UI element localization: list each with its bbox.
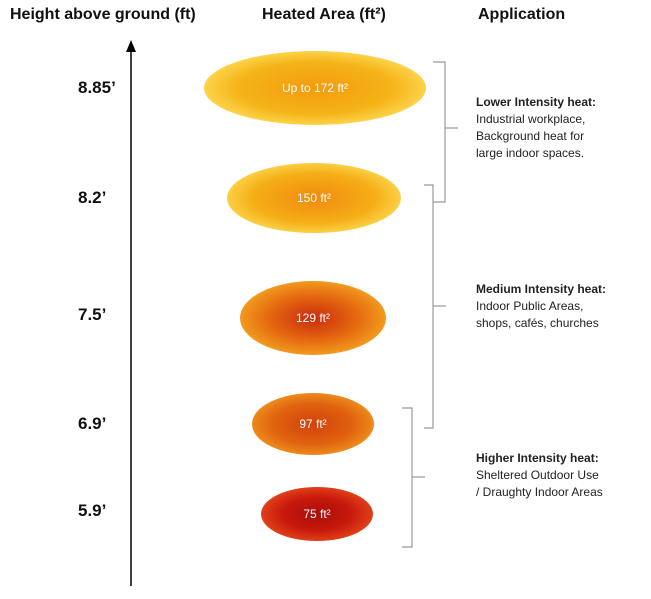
application-medium-line-1: Indoor Public Areas,: [476, 299, 584, 313]
height-axis-header: Height above ground (ft): [10, 6, 196, 23]
area-label-4: 97 ft²: [299, 417, 327, 431]
heated-area-header: Heated Area (ft²): [262, 6, 386, 23]
height-label-2: 8.2’: [78, 188, 107, 207]
application-higher-title: Higher Intensity heat:: [476, 451, 599, 465]
height-label-3: 7.5’: [78, 305, 107, 324]
heat-ellipse-3: [240, 281, 386, 355]
heat-ellipse-2: [227, 163, 401, 233]
application-lower-title: Lower Intensity heat:: [476, 95, 597, 109]
area-label-2: 150 ft²: [296, 191, 332, 205]
area-label-3: 129 ft²: [295, 311, 331, 325]
area-label-box-3: 129 ft²: [240, 281, 386, 355]
area-label-1: Up to 172 ft²: [281, 81, 349, 95]
height-label-1: 8.85’: [78, 78, 116, 97]
application-medium: Medium Intensity heat: Indoor Public Are…: [476, 281, 606, 332]
bracket-higher: [402, 407, 413, 548]
area-label-box-4: 97 ft²: [252, 393, 374, 455]
area-label-box-2: 150 ft²: [227, 163, 401, 233]
application-lower-line-3: large indoor spaces.: [476, 146, 585, 160]
application-higher-line-2: / Draughty Indoor Areas: [476, 485, 603, 499]
heat-ellipse-5: [261, 487, 373, 541]
application-medium-line-2: shops, cafés, churches: [476, 316, 599, 330]
height-label-5: 5.9’: [78, 501, 107, 520]
heat-ellipse-1: [204, 51, 426, 125]
area-label-box-5: 75 ft²: [261, 487, 373, 541]
area-label-box-1: Up to 172 ft²: [204, 51, 426, 125]
axis-arrowhead: [126, 40, 136, 52]
application-medium-title: Medium Intensity heat:: [476, 282, 607, 296]
application-higher: Higher Intensity heat: Sheltered Outdoor…: [476, 450, 603, 501]
bracket-medium: [424, 184, 434, 429]
area-label-5: 75 ft²: [303, 507, 331, 521]
application-higher-line-1: Sheltered Outdoor Use: [476, 468, 599, 482]
heat-ellipse-4: [252, 393, 374, 455]
application-header: Application: [478, 6, 566, 23]
application-lower-line-1: Industrial workplace,: [476, 112, 586, 126]
bracket-lower: [433, 61, 446, 203]
height-label-4: 6.9’: [78, 414, 107, 433]
application-lower: Lower Intensity heat: Industrial workpla…: [476, 94, 596, 162]
application-lower-line-2: Background heat for: [476, 129, 585, 143]
